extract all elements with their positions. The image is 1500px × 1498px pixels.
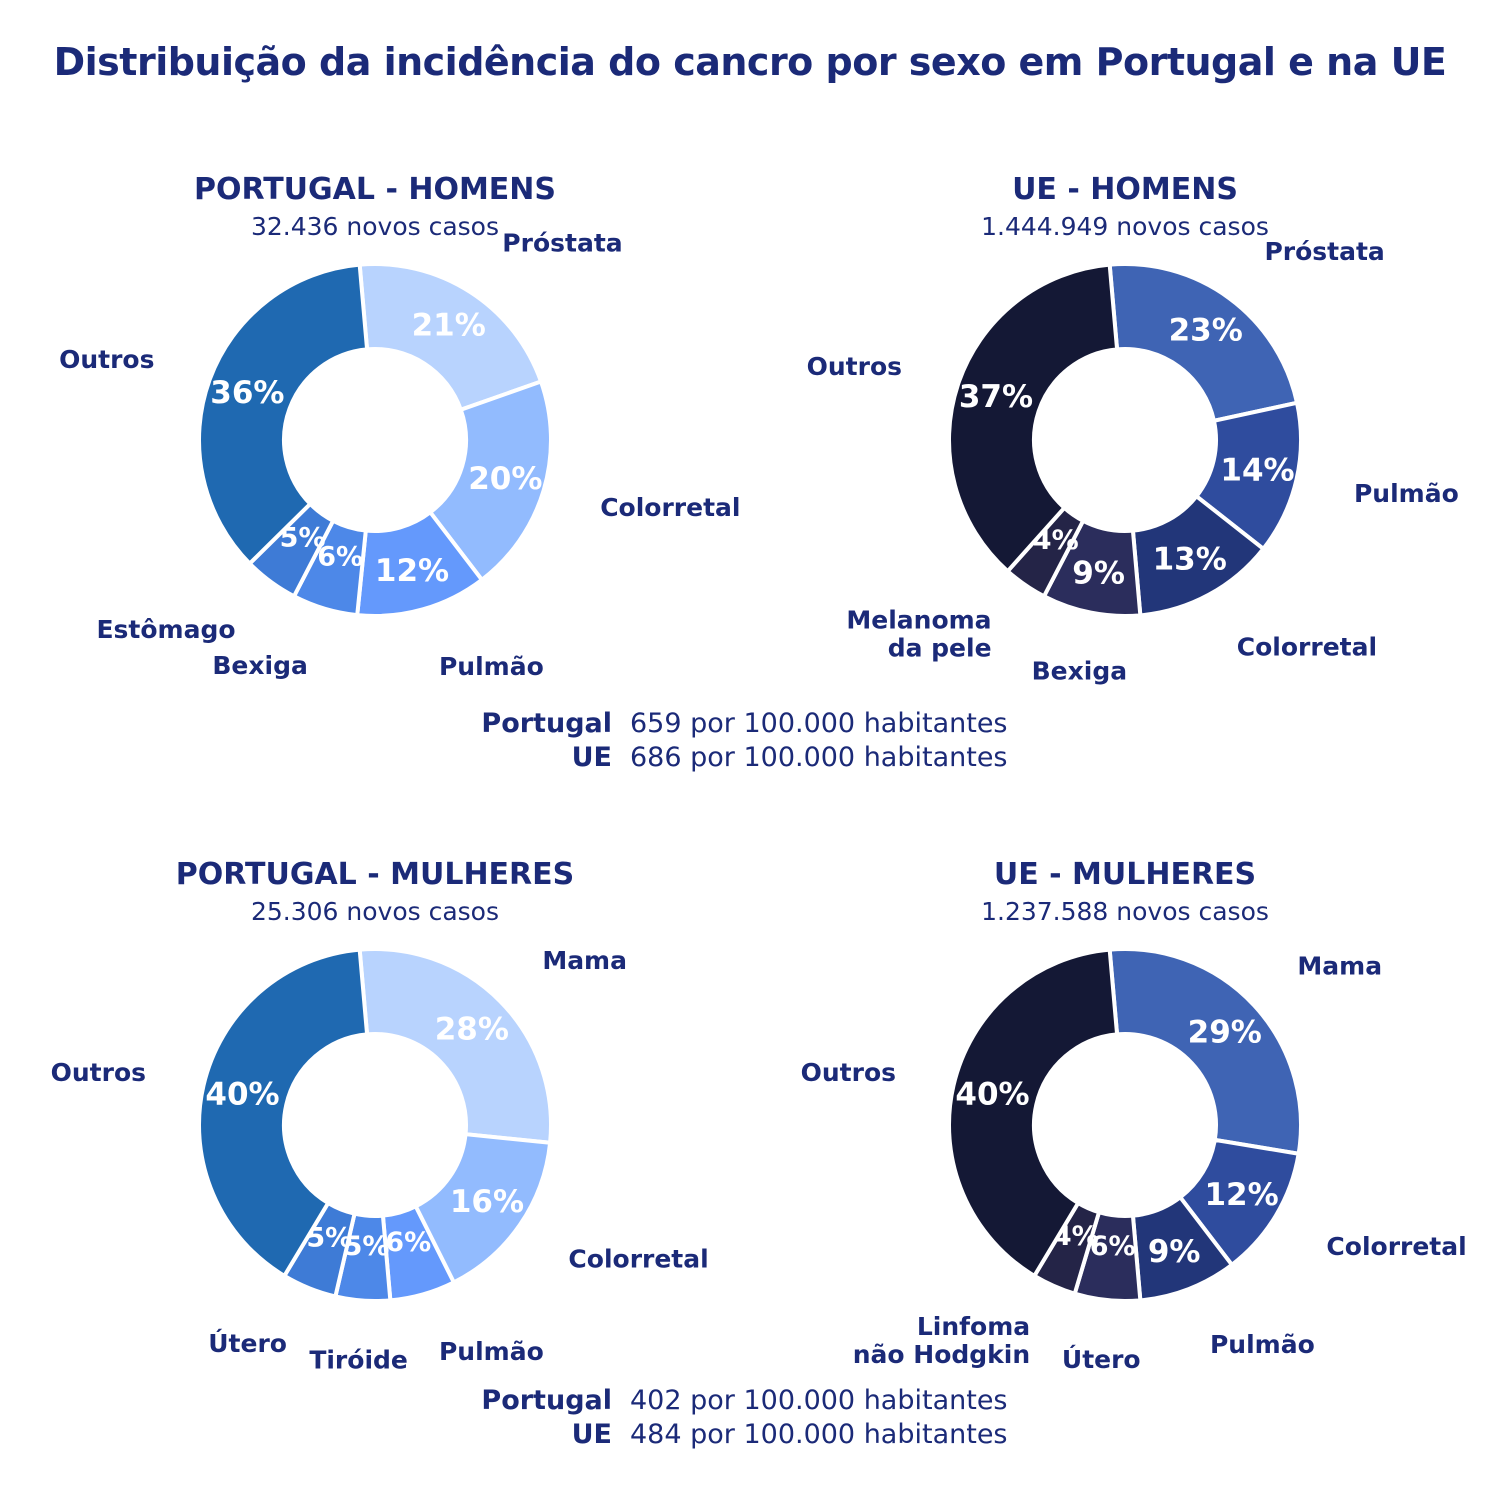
chart-subtitle: 32.436 novos casos — [250, 212, 500, 241]
category-label-bexiga: Bexiga — [212, 651, 307, 680]
chart-subtitle: 25.306 novos casos — [250, 897, 500, 926]
percentage-label: 29% — [1188, 1015, 1262, 1051]
donut-slice-outros — [197, 262, 370, 567]
rates-men: Portugal 659 por 100.000 habitantes UE 6… — [0, 708, 1500, 776]
donut-slice-outros — [947, 947, 1120, 1279]
donut-slice-outros — [197, 947, 370, 1279]
percentage-label: 21% — [412, 308, 486, 344]
category-label-estomago: Estômago — [96, 615, 235, 644]
chart-subtitle: 1.444.949 novos casos — [981, 212, 1269, 241]
rate-value: 402 por 100.000 habitantes — [630, 1385, 1008, 1416]
chart-title: UE - HOMENS — [1012, 172, 1238, 207]
percentage-label: 20% — [468, 461, 542, 497]
percentage-label: 6% — [385, 1227, 431, 1258]
chart-panel-portugal-homens: PORTUGAL - HOMENS 32.436 novos casos 21%… — [0, 160, 750, 720]
main-title: Distribuição da incidência do cancro por… — [53, 40, 1447, 84]
percentage-label: 6% — [317, 541, 363, 572]
category-label-utero: Útero — [208, 1327, 287, 1357]
category-label-outros: Outros — [51, 1058, 146, 1087]
rates-women: Portugal 402 por 100.000 habitantes UE 4… — [0, 1385, 1500, 1453]
percentage-label: 40% — [955, 1076, 1029, 1112]
donut-chart-ue-mulheres: 29%Mama12%Colorretal9%Pulmão6%Útero4%Lin… — [801, 947, 1467, 1373]
category-label-colorretal: Colorretal — [600, 493, 740, 522]
rate-label: UE — [571, 742, 612, 773]
donut-slice-prostata — [1107, 262, 1300, 424]
donut-chart-portugal-homens: 21% Próstata 20% Colorretal 12% Pulmão 6% Bexig… — [59, 228, 740, 681]
category-label-prostata: Próstata — [502, 228, 622, 257]
category-label-mama: Mama — [1297, 951, 1382, 980]
category-label-colorretal: Colorretal — [568, 1244, 708, 1273]
chart-title: PORTUGAL - MULHERES — [175, 857, 575, 892]
category-label-tiroide: Tiróide — [309, 1345, 408, 1374]
donut-slice-mama — [1107, 947, 1303, 1157]
percentage-label: 6% — [1090, 1231, 1136, 1262]
category-label-outros: Outros — [59, 344, 154, 373]
percentage-label: 12% — [375, 553, 449, 589]
rate-label: Portugal — [481, 1385, 612, 1416]
percentage-label: 12% — [1204, 1177, 1278, 1213]
category-label-pulmao: Pulmão — [1354, 478, 1459, 507]
donut-chart-portugal-mulheres: 28%Mama16%Colorretal6%Pulmão5%Tiróide5%Ú… — [51, 945, 709, 1374]
percentage-label: 37% — [959, 379, 1033, 415]
category-label-utero: Útero — [1062, 1343, 1141, 1373]
category-label-linfoma-nao-hodgkin: Linfoma não Hodgkin — [853, 1312, 1030, 1369]
rate-value: 484 por 100.000 habitantes — [630, 1419, 1008, 1450]
percentage-label: 16% — [450, 1184, 524, 1220]
donut-slice-prostata — [357, 262, 544, 413]
rate-row: UE 484 por 100.000 habitantes — [0, 1419, 1500, 1453]
chart-panel-ue-mulheres: UE - MULHERES 1.237.588 novos casos 29% M… — [750, 845, 1500, 1405]
percentage-label: 9% — [1072, 555, 1125, 591]
percentage-label: 28% — [435, 1012, 509, 1048]
chart-subtitle: 1.237.588 novos casos — [981, 897, 1269, 926]
category-label-pulmao: Pulmão — [439, 652, 544, 681]
percentage-label: 9% — [1148, 1234, 1201, 1270]
donut-slice-mama — [357, 947, 553, 1145]
chart-panel-portugal-mulheres: PORTUGAL - MULHERES 25.306 novos casos 2… — [0, 845, 750, 1405]
category-label-colorretal: Colorretal — [1237, 632, 1377, 661]
rate-value: 686 por 100.000 habitantes — [630, 742, 1008, 773]
category-label-pulmao: Pulmão — [1210, 1330, 1315, 1359]
rate-row: Portugal 402 por 100.000 habitantes — [0, 1385, 1500, 1419]
chart-panel-ue-homens: UE - HOMENS 1.444.949 novos casos 23% Pró… — [750, 160, 1500, 720]
chart-title: UE - MULHERES — [993, 857, 1257, 892]
category-label-outros: Outros — [807, 351, 902, 380]
donut-slice-colorretal — [413, 1132, 553, 1286]
chart-title: PORTUGAL - HOMENS — [193, 172, 557, 207]
percentage-label: 36% — [210, 375, 284, 411]
category-label-pulmao: Pulmão — [439, 1337, 544, 1366]
rate-row: UE 686 por 100.000 habitantes — [0, 742, 1500, 776]
rate-row: Portugal 659 por 100.000 habitantes — [0, 708, 1500, 742]
category-label-bexiga: Bexiga — [1032, 656, 1127, 685]
rate-label: Portugal — [481, 708, 612, 739]
category-label-mama: Mama — [542, 945, 627, 974]
category-label-prostata: Próstata — [1264, 236, 1384, 265]
category-label-colorretal: Colorretal — [1326, 1232, 1466, 1261]
percentage-label: 23% — [1169, 313, 1243, 349]
percentage-label: 13% — [1153, 542, 1227, 578]
category-label-melanoma-da-pele: Melanoma da pele — [846, 605, 991, 662]
percentage-label: 14% — [1220, 453, 1294, 489]
rate-value: 659 por 100.000 habitantes — [630, 708, 1008, 739]
donut-slice-colorretal — [427, 378, 553, 583]
donut-chart-ue-homens: 23% Próstata 14% Pulmão 13% Colorretal 9% Bexig… — [807, 236, 1459, 685]
percentage-label: 40% — [205, 1076, 279, 1112]
category-label-outros: Outros — [801, 1058, 896, 1087]
donut-slice-outros — [947, 262, 1120, 575]
rate-label: UE — [571, 1419, 612, 1450]
